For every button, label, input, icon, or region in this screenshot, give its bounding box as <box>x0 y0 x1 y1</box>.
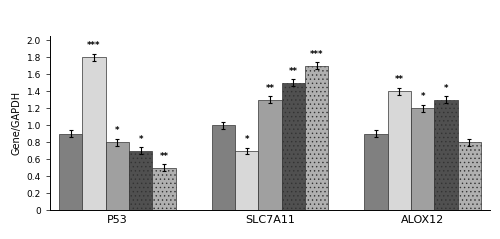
Bar <box>235 151 258 210</box>
Bar <box>258 100 281 210</box>
Y-axis label: Gene/GAPDH: Gene/GAPDH <box>11 91 21 155</box>
Text: **: ** <box>160 152 168 161</box>
Bar <box>388 91 411 210</box>
Bar <box>106 142 129 210</box>
Bar <box>59 134 82 210</box>
Bar <box>282 83 305 210</box>
Bar <box>434 100 458 210</box>
Bar <box>152 168 176 210</box>
Text: *: * <box>244 135 249 144</box>
Text: **: ** <box>395 75 404 84</box>
Bar <box>305 66 328 210</box>
Bar <box>212 125 235 210</box>
Text: *: * <box>138 135 143 144</box>
Bar <box>458 142 481 210</box>
Text: **: ** <box>289 67 298 76</box>
Text: *: * <box>115 126 119 136</box>
Text: ***: *** <box>88 41 101 50</box>
Text: ***: *** <box>310 50 324 59</box>
Text: **: ** <box>266 84 274 93</box>
Bar <box>411 108 434 210</box>
Text: *: * <box>444 84 448 93</box>
Bar <box>82 57 106 210</box>
Bar <box>129 151 152 210</box>
Text: *: * <box>420 92 425 101</box>
Bar <box>364 134 388 210</box>
